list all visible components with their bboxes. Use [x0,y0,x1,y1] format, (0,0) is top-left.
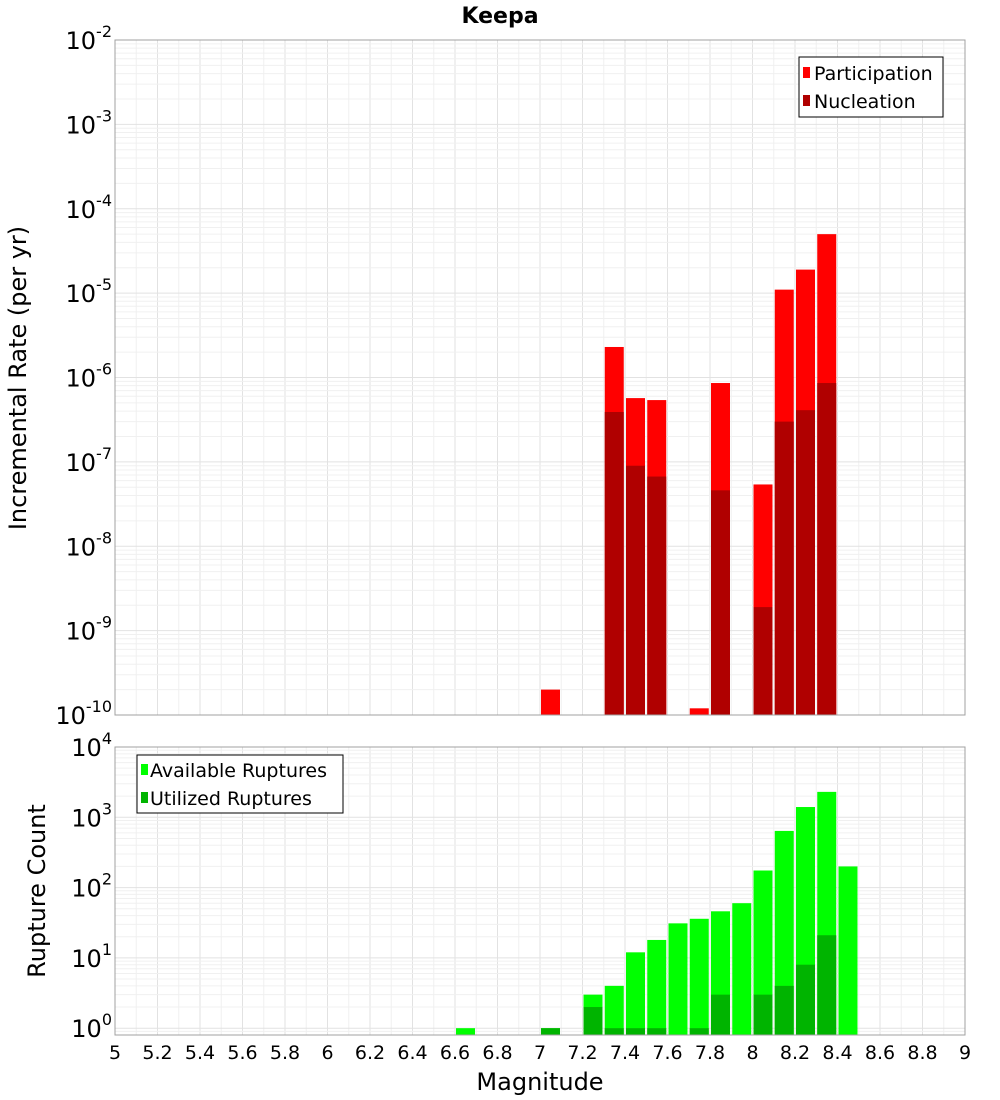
y-tick-label: 10-3 [66,106,113,139]
bar [753,607,773,715]
count-plot-bars [456,791,858,1035]
x-tick-label: 6.2 [355,1042,385,1064]
x-tick-label: 8.8 [907,1042,937,1064]
y-tick-label: 101 [71,940,112,973]
y-tick-label: 10-4 [66,191,113,224]
bar [838,866,858,1035]
bar [541,689,560,715]
rate-y-axis-label: Incremental Rate (per yr) [4,226,32,530]
x-tick-label: 7 [534,1042,546,1064]
x-tick-label: 7.8 [695,1042,725,1064]
bar [647,1028,667,1035]
count-legend: Available Ruptures Utilized Ruptures [136,754,344,814]
bar [817,383,837,715]
x-tick-label: 5.4 [185,1042,215,1064]
bar [626,952,645,1035]
available-ruptures-legend-label: Available Ruptures [150,760,327,782]
bar [774,985,794,1035]
bar [796,410,815,715]
y-tick-label: 102 [71,870,112,903]
x-tick-label: 5.2 [142,1042,172,1064]
participation-legend-label: Participation [814,63,933,85]
x-tick-label: 8.2 [780,1042,810,1064]
bar [774,421,794,715]
x-tick-label: 8.4 [822,1042,852,1064]
bar [583,1007,603,1035]
y-tick-label: 10-6 [66,360,113,393]
bar [604,985,624,1035]
participation-legend-swatch [803,67,810,78]
bar [689,1028,709,1035]
x-tick-label: 6.4 [397,1042,427,1064]
bar [774,830,794,1035]
bar [647,476,667,715]
utilized-ruptures-legend-label: Utilized Ruptures [150,788,312,810]
count-plot-border [114,746,966,1036]
nucleation-legend-label: Nucleation [814,91,916,113]
y-tick-label: 10-8 [66,528,113,561]
bar [753,994,773,1035]
x-tick-label: 8.6 [865,1042,895,1064]
y-tick-label: 10-2 [66,22,113,55]
x-tick-label: 5.8 [270,1042,300,1064]
bar [689,708,709,715]
y-tick-label: 103 [71,799,112,832]
count-y-axis-label: Rupture Count [23,804,51,978]
x-tick-label: 7.2 [567,1042,597,1064]
rate-plot-border [114,39,966,716]
bar [711,490,730,715]
y-tick-label: 10-10 [55,697,112,730]
x-axis-ticks: 5 5.2 5.4 5.6 5.8 6 6.2 6.4 6.6 6.8 7 7.2 7.4 7.6 7.8 8… [109,1042,971,1064]
bar [604,412,624,715]
x-tick-label: 6 [321,1042,333,1064]
bar [456,1028,475,1035]
bar [604,1028,624,1035]
bar [732,903,752,1035]
utilized-ruptures-legend-swatch [141,792,148,803]
nucleation-legend-swatch [803,95,810,106]
x-axis-label: Magnitude [476,1068,603,1096]
rate-plot-y-ticks: 10-2 10-3 10-4 10-5 10-6 10-7 10-8 10-9 10-10 [55,22,112,730]
bar [626,465,645,715]
rate-plot-bars [541,234,837,715]
x-tick-label: 8 [746,1042,758,1064]
rate-legend-box [798,56,944,118]
count-plot-y-ticks: 104 103 102 101 100 [71,729,112,1043]
rate-legend: Participation Nucleation [798,56,944,118]
x-tick-label: 5 [109,1042,121,1064]
x-tick-label: 5.6 [227,1042,257,1064]
y-tick-label: 100 [71,1010,112,1043]
x-tick-label: 7.6 [652,1042,682,1064]
bar [753,870,773,1035]
y-tick-label: 104 [71,729,112,762]
bar [817,935,837,1035]
y-tick-label: 10-5 [66,275,113,308]
bar [668,923,688,1035]
bar [647,939,667,1035]
bar [541,1028,560,1035]
bar [711,994,730,1035]
rate-plot-grid [114,39,966,716]
bar [796,964,815,1035]
x-tick-label: 7.4 [610,1042,640,1064]
y-tick-label: 10-7 [66,444,113,477]
bar [626,1028,645,1035]
x-tick-label: 6.6 [440,1042,470,1064]
count-legend-box [136,754,344,814]
chart-title: Keepa [461,4,538,29]
y-tick-label: 10-9 [66,613,113,646]
x-tick-label: 9 [959,1042,971,1064]
x-tick-label: 6.8 [482,1042,512,1064]
available-ruptures-legend-swatch [141,764,148,775]
bar [689,918,709,1035]
